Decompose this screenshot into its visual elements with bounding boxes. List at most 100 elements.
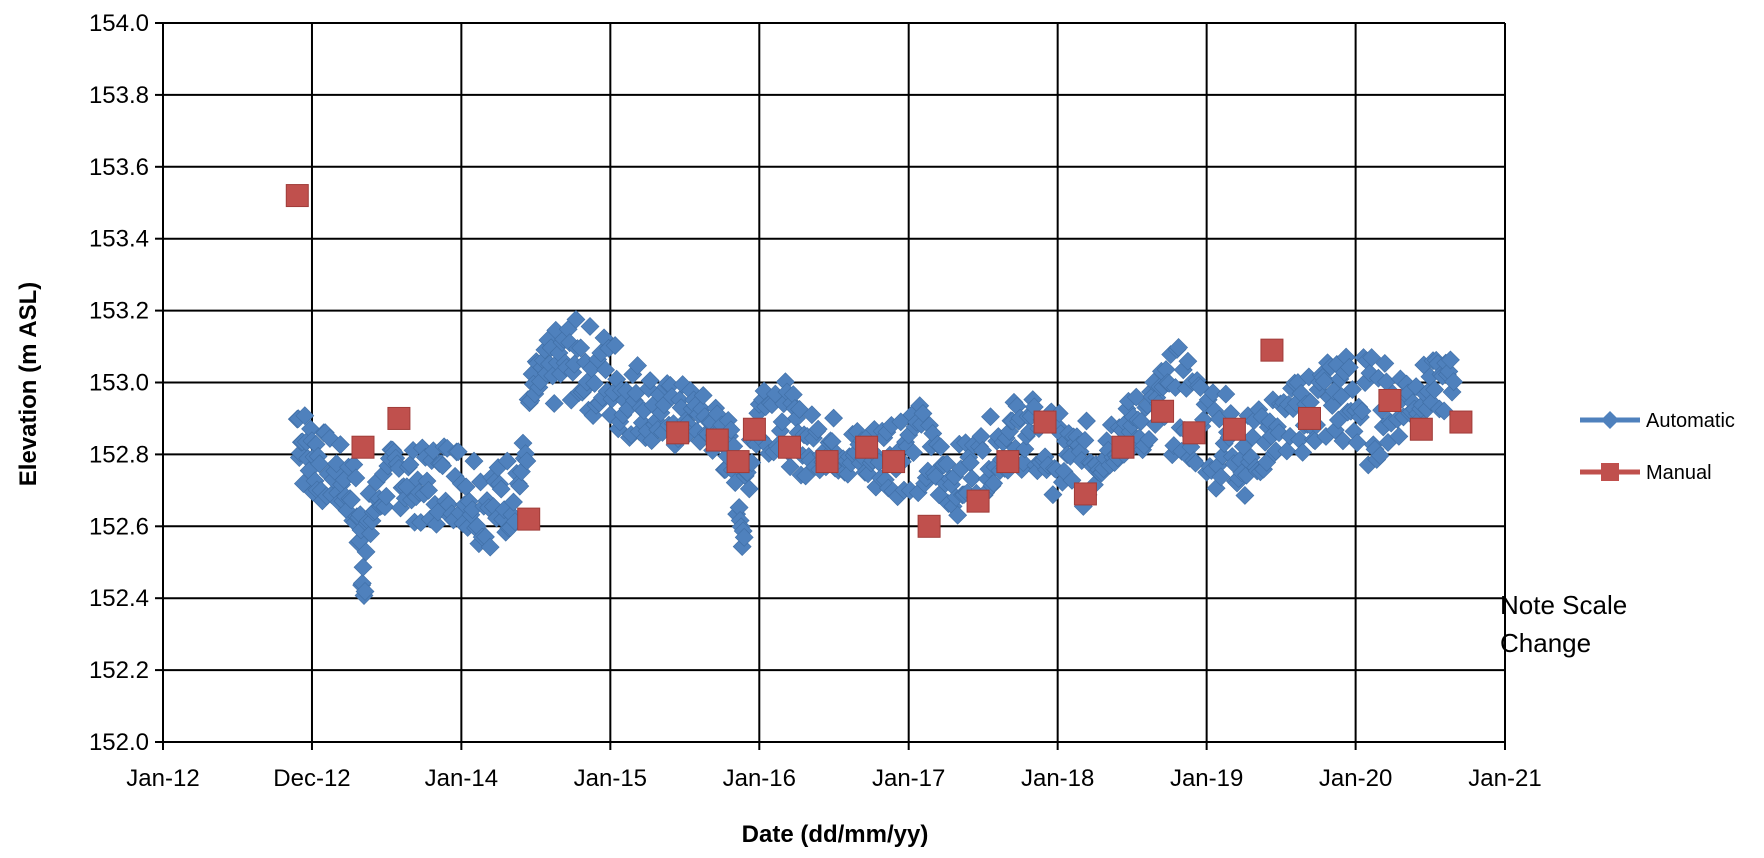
- automatic-point: [1314, 371, 1334, 391]
- automatic-point: [1352, 401, 1372, 421]
- y-tick-label: 152.8: [89, 441, 149, 468]
- automatic-point: [544, 394, 564, 413]
- automatic-point: [628, 356, 648, 376]
- automatic-point: [504, 492, 523, 512]
- y-tick-label: 152.6: [89, 513, 149, 540]
- automatic-point: [1178, 351, 1198, 371]
- manual-point: [1378, 388, 1402, 412]
- automatic-point: [1015, 439, 1035, 459]
- manual-point: [726, 450, 750, 474]
- automatic-point: [796, 466, 816, 486]
- manual-point: [1151, 399, 1175, 423]
- automatic-point: [320, 428, 340, 448]
- automatic-point: [1169, 338, 1189, 357]
- automatic-point: [341, 490, 361, 510]
- x-tick-labels: Jan-12 Dec-12 Jan-14 Jan-15 Jan-16 Jan-17 Jan-…: [126, 765, 1541, 792]
- automatic-point: [583, 406, 603, 425]
- automatic-point: [739, 479, 759, 499]
- automatic-point: [566, 310, 586, 329]
- automatic-point: [808, 419, 828, 439]
- manual-point: [1182, 421, 1206, 445]
- automatic-point: [640, 371, 660, 391]
- automatic-point: [1131, 411, 1151, 431]
- automatic-point: [362, 511, 382, 531]
- automatic-point: [962, 469, 982, 488]
- manual-point: [882, 450, 906, 474]
- automatic-point: [1425, 380, 1445, 400]
- automatic-point: [1043, 485, 1063, 505]
- legend-marker-automatic: [1601, 411, 1619, 429]
- automatic-point: [802, 405, 822, 425]
- manual-point: [996, 450, 1020, 474]
- automatic-point: [1370, 446, 1390, 465]
- automatic-point: [376, 486, 396, 506]
- automatic-point: [721, 420, 741, 440]
- manual-point: [1260, 338, 1284, 362]
- automatic-point: [1444, 372, 1464, 392]
- automatic-point: [1362, 348, 1382, 368]
- automatic-point: [732, 537, 752, 557]
- automatic-point: [1164, 436, 1184, 456]
- automatic-point: [824, 408, 844, 428]
- x-tick-label: Jan-20: [1319, 765, 1392, 792]
- manual-point: [1222, 417, 1246, 441]
- automatic-point: [1339, 357, 1359, 377]
- manual-point: [705, 428, 729, 452]
- automatic-point: [480, 537, 500, 557]
- legend-item-automatic: Automatic: [1580, 410, 1735, 432]
- manual-point: [1449, 410, 1473, 434]
- automatic-point: [330, 435, 350, 455]
- automatic-point: [984, 473, 1004, 493]
- note-line-1: Note Scale: [1500, 590, 1627, 620]
- automatic-point: [375, 497, 395, 517]
- manual-point: [351, 435, 375, 459]
- x-tick-label: Jan-16: [723, 765, 796, 792]
- automatic-point: [427, 514, 446, 534]
- legend-label-automatic: Automatic: [1646, 410, 1735, 432]
- automatic-point: [605, 336, 625, 355]
- automatic-point: [948, 505, 968, 525]
- manual-point: [1297, 406, 1321, 430]
- automatic-point: [973, 441, 992, 460]
- automatic-point: [517, 451, 537, 471]
- manual-point: [778, 435, 802, 459]
- automatic-point: [510, 476, 530, 496]
- y-tick-label: 153.6: [89, 154, 149, 181]
- y-tick-label: 152.4: [89, 585, 149, 612]
- automatic-point: [571, 338, 591, 358]
- automatic-point: [580, 317, 600, 336]
- automatic-point: [491, 479, 511, 499]
- y-tick-labels: 152.0 152.2 152.4 152.6 152.8 153.0 153.2 153.4…: [89, 10, 149, 756]
- manual-point: [1409, 417, 1433, 441]
- y-tick-label: 152.0: [89, 729, 149, 756]
- automatic-point: [448, 442, 468, 462]
- x-tick-label: Jan-21: [1468, 765, 1541, 792]
- automatic-series: [287, 310, 1464, 605]
- x-tick-label: Jan-18: [1021, 765, 1094, 792]
- automatic-point: [981, 407, 1000, 427]
- automatic-point: [1203, 383, 1223, 403]
- automatic-point: [1269, 423, 1289, 443]
- legend-marker-manual: [1601, 463, 1619, 481]
- manual-point: [742, 417, 766, 441]
- automatic-point: [1280, 426, 1300, 446]
- automatic-point: [419, 480, 438, 500]
- automatic-point: [310, 454, 329, 474]
- y-tick-label: 154.0: [89, 10, 149, 37]
- note-line-2: Change: [1500, 628, 1591, 658]
- manual-point: [1111, 435, 1135, 459]
- y-tick-label: 153.4: [89, 226, 149, 253]
- manual-point: [285, 184, 309, 208]
- automatic-point: [913, 404, 933, 423]
- automatic-point: [433, 456, 453, 476]
- automatic-point: [838, 464, 858, 484]
- manual-point: [815, 450, 839, 474]
- x-axis-title: Date (dd/mm/yy): [742, 821, 929, 848]
- automatic-point: [1190, 377, 1210, 397]
- axes: [155, 22, 1506, 750]
- automatic-point: [1375, 354, 1395, 373]
- note-scale-change: Note Scale Change: [1500, 590, 1634, 658]
- automatic-point: [1186, 453, 1205, 473]
- automatic-point: [1333, 431, 1353, 451]
